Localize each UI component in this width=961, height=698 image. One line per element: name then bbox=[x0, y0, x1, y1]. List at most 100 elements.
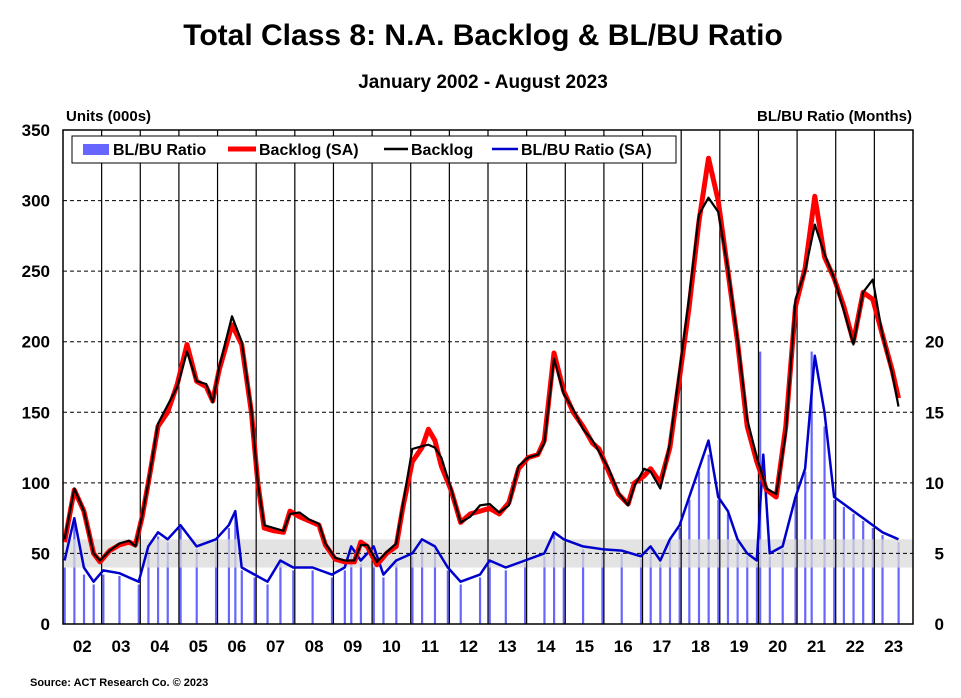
ratio-bar bbox=[234, 513, 237, 624]
source-note: Source: ACT Research Co. © 2023 bbox=[30, 677, 208, 689]
legend: BL/BU Ratio Backlog (SA) Backlog BL/BU R… bbox=[71, 135, 677, 164]
ratio-bar bbox=[372, 549, 375, 624]
ratio-bar bbox=[524, 563, 527, 624]
ratio-bar bbox=[871, 528, 874, 624]
ratio-bar bbox=[736, 542, 739, 624]
ratio-bar bbox=[678, 528, 681, 624]
ratio-bar bbox=[330, 577, 334, 624]
ratio-bar bbox=[343, 570, 346, 624]
x-tick-label: 07 bbox=[266, 637, 285, 656]
ratio-bar bbox=[823, 426, 826, 624]
y-tick-left: 200 bbox=[22, 333, 50, 352]
chart-title: Total Class 8: N.A. Backlog & BL/BU Rati… bbox=[183, 19, 783, 52]
ratio-bar bbox=[82, 574, 86, 624]
ratio-bar bbox=[543, 556, 546, 624]
ratio-bar bbox=[488, 563, 491, 624]
x-tick-label: 20 bbox=[768, 637, 787, 656]
x-tick-label: 06 bbox=[227, 637, 246, 656]
x-tick-label: 16 bbox=[614, 637, 633, 656]
right-axis-title: BL/BU Ratio (Months) bbox=[757, 108, 912, 125]
ratio-bar bbox=[601, 552, 604, 624]
ratio-bar bbox=[156, 536, 160, 624]
ratio-bar bbox=[649, 549, 652, 624]
x-tick-label: 17 bbox=[652, 637, 671, 656]
ratio-bar bbox=[166, 542, 169, 624]
ratio-bar bbox=[726, 513, 730, 624]
x-tick-label: 04 bbox=[150, 637, 169, 656]
y-tick-left: 50 bbox=[31, 544, 50, 563]
ratio-bar bbox=[179, 528, 182, 624]
y-tick-right: 5 bbox=[935, 544, 944, 563]
ratio-bar bbox=[266, 584, 269, 624]
legend-label-ratio-sa: BL/BU Ratio (SA) bbox=[521, 142, 652, 159]
ratio-bar bbox=[240, 570, 243, 624]
ratio-bar bbox=[862, 520, 865, 624]
y-tick-right: 15 bbox=[925, 403, 944, 422]
ratio-bar bbox=[292, 570, 295, 624]
x-tick-label: 11 bbox=[421, 637, 439, 656]
x-tick-label: 13 bbox=[498, 637, 517, 656]
ratio-bar bbox=[433, 549, 437, 624]
ratio-bar bbox=[118, 576, 121, 624]
plot-frame bbox=[62, 129, 914, 625]
ratio-bar bbox=[881, 535, 884, 624]
ratio-bar bbox=[746, 556, 749, 624]
legend-label-bars: BL/BU Ratio bbox=[113, 142, 207, 159]
x-tick-label: 09 bbox=[343, 637, 362, 656]
ratio-bar bbox=[214, 542, 218, 624]
ratio-sa-line bbox=[63, 354, 899, 583]
y-tick-right: 10 bbox=[925, 474, 944, 493]
ratio-bar bbox=[253, 577, 256, 624]
ratio-bar bbox=[781, 549, 784, 624]
ratio-bar bbox=[852, 513, 855, 624]
backlog-line bbox=[63, 196, 900, 564]
ratio-bar bbox=[63, 567, 66, 624]
ratio-bar bbox=[446, 570, 449, 624]
x-tick-label: 21 bbox=[807, 637, 826, 656]
ratio-bar bbox=[553, 535, 556, 624]
x-tick-label: 12 bbox=[459, 637, 478, 656]
ratio-bar bbox=[504, 570, 507, 624]
y-tick-right: 20 bbox=[925, 333, 944, 352]
legend-label-backlog-sa: Backlog (SA) bbox=[259, 142, 359, 159]
x-tick-label: 05 bbox=[189, 637, 208, 656]
y-tick-left: 150 bbox=[22, 403, 50, 422]
ratio-bar bbox=[395, 563, 398, 624]
ratio-bar bbox=[411, 556, 414, 624]
ratio-bar bbox=[755, 563, 759, 624]
ratio-bar bbox=[311, 570, 314, 624]
ratio-bar bbox=[382, 577, 385, 624]
ratio-bar bbox=[810, 351, 813, 624]
ratio-bar bbox=[147, 550, 150, 624]
ratio-bar bbox=[897, 542, 900, 624]
legend-label-backlog: Backlog bbox=[411, 142, 473, 159]
x-tick-label: 14 bbox=[536, 637, 555, 656]
y-tick-right: 0 bbox=[935, 615, 944, 634]
ratio-bar bbox=[659, 563, 662, 624]
ratio-bar bbox=[639, 559, 643, 624]
legend-swatch-bars bbox=[83, 144, 109, 155]
ratio-bar bbox=[73, 525, 76, 624]
chart-subtitle: January 2002 - August 2023 bbox=[358, 72, 608, 93]
plot-area bbox=[62, 130, 913, 624]
ratio-bar bbox=[562, 542, 565, 624]
left-axis-title: Units (000s) bbox=[66, 108, 151, 125]
x-tick-label: 02 bbox=[73, 637, 92, 656]
x-tick-label: 08 bbox=[305, 637, 324, 656]
ratio-bar bbox=[92, 584, 95, 624]
y-tick-left: 100 bbox=[22, 474, 50, 493]
ratio-bar bbox=[279, 563, 282, 624]
x-tick-label: 15 bbox=[575, 637, 594, 656]
y-tick-left: 0 bbox=[41, 615, 50, 634]
x-tick-label: 23 bbox=[884, 637, 903, 656]
x-tick-label: 19 bbox=[730, 637, 749, 656]
ratio-bar bbox=[620, 553, 623, 624]
ratio-bar bbox=[195, 549, 198, 624]
ratio-bar bbox=[227, 528, 231, 624]
backlog-sa-line bbox=[62, 155, 901, 568]
y-tick-left: 250 bbox=[22, 262, 50, 281]
ratio-bar bbox=[459, 584, 462, 624]
ratio-bar bbox=[581, 549, 585, 624]
